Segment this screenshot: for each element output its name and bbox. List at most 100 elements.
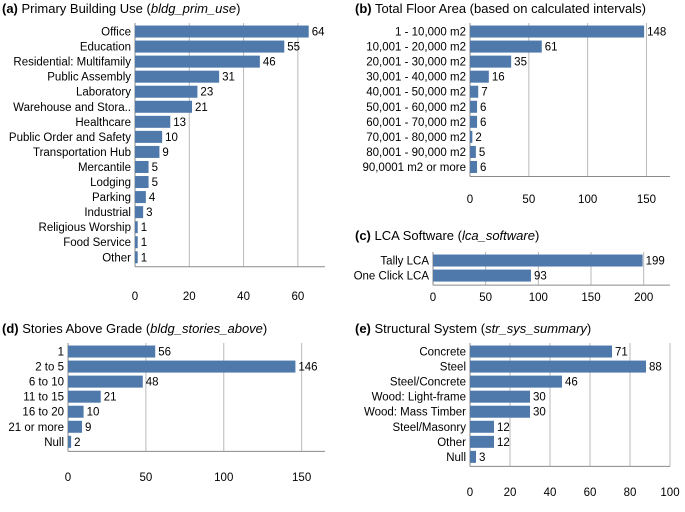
title-text-a: Primary Building Use bbox=[22, 1, 143, 16]
category-label-b-8: 80,001 - 90,000 m2 bbox=[366, 147, 466, 159]
value-label-a-11: 4 bbox=[149, 192, 156, 204]
value-label-b-8: 5 bbox=[479, 147, 485, 159]
title-field-e: str_sys_summary bbox=[485, 321, 588, 336]
category-label-b-7: 70,001 - 80,000 m2 bbox=[366, 132, 466, 144]
x-tick-label-e-3: 60 bbox=[584, 487, 597, 499]
value-label-d-6: 2 bbox=[74, 437, 80, 449]
bar-e-3 bbox=[470, 390, 530, 403]
value-label-a-1: 55 bbox=[287, 42, 300, 54]
title-text-d: Stories Above Grade bbox=[22, 321, 142, 336]
bar-b-4 bbox=[470, 85, 479, 98]
chart-c: (c) LCA Software (lca_software) Tally LCA… bbox=[354, 228, 670, 304]
x-tick-label-b-1: 50 bbox=[522, 194, 535, 206]
bar-a-2 bbox=[135, 55, 260, 68]
category-label-e-4: Wood: Mass Timber bbox=[364, 407, 466, 419]
category-label-b-4: 40,001 - 50,000 m2 bbox=[366, 87, 466, 99]
bar-d-1 bbox=[68, 360, 296, 373]
category-label-b-3: 30,001 - 40,000 m2 bbox=[366, 72, 466, 84]
bar-a-9 bbox=[135, 160, 149, 173]
value-label-a-13: 1 bbox=[141, 222, 147, 234]
value-label-a-6: 13 bbox=[173, 117, 186, 129]
bar-a-13 bbox=[135, 221, 138, 234]
bar-e-6 bbox=[470, 435, 494, 448]
x-tick-label-d-2: 100 bbox=[214, 472, 233, 484]
value-label-b-4: 7 bbox=[481, 87, 487, 99]
bar-e-1 bbox=[470, 360, 646, 373]
x-tick-label-a-1: 20 bbox=[183, 291, 196, 303]
category-label-b-1: 10,001 - 20,000 m2 bbox=[366, 42, 466, 54]
panel-label-c: (c) bbox=[355, 228, 371, 243]
bar-b-7 bbox=[470, 130, 473, 143]
bar-a-8 bbox=[135, 145, 160, 158]
title-field-a: bldg_prim_use bbox=[151, 1, 236, 16]
category-label-a-14: Food Service bbox=[63, 237, 131, 249]
category-label-a-8: Transportation Hub bbox=[33, 147, 131, 159]
x-tick-label-b-2: 100 bbox=[578, 194, 597, 206]
category-label-a-3: Public Assembly bbox=[47, 72, 131, 84]
bar-b-9 bbox=[470, 160, 478, 173]
value-label-a-3: 31 bbox=[222, 72, 235, 84]
category-label-b-0: 1 - 10,000 m2 bbox=[395, 27, 466, 39]
chart-title-c: (c) LCA Software (lca_software) bbox=[355, 228, 539, 243]
x-tick-label-e-2: 40 bbox=[544, 487, 557, 499]
value-label-e-2: 46 bbox=[565, 377, 578, 389]
x-tick-label-c-4: 200 bbox=[634, 292, 653, 304]
bar-e-2 bbox=[470, 375, 562, 388]
x-tick-label-a-2: 40 bbox=[237, 291, 250, 303]
value-label-d-5: 9 bbox=[85, 422, 91, 434]
category-label-a-5: Warehouse and Stora.. bbox=[13, 102, 131, 114]
title-text-c: LCA Software bbox=[375, 228, 455, 243]
bar-c-1 bbox=[433, 269, 531, 282]
bar-e-4 bbox=[470, 405, 530, 418]
x-tick-label-c-1: 50 bbox=[479, 292, 492, 304]
category-label-e-3: Wood: Light-frame bbox=[372, 392, 466, 404]
category-label-c-1: One Click LCA bbox=[354, 271, 430, 283]
x-tick-label-e-5: 100 bbox=[660, 487, 679, 499]
chart-title-e: (e) Structural System (str_sys_summary) bbox=[355, 321, 591, 336]
value-label-b-7: 2 bbox=[475, 132, 481, 144]
x-tick-label-b-3: 150 bbox=[637, 194, 656, 206]
value-label-a-14: 1 bbox=[141, 237, 147, 249]
bar-e-5 bbox=[470, 420, 494, 433]
bar-a-6 bbox=[135, 115, 171, 128]
bar-d-4 bbox=[68, 405, 84, 418]
title-text-b: Total Floor Area (based on calculated in… bbox=[375, 1, 646, 16]
bar-d-0 bbox=[68, 345, 156, 358]
x-tick-label-d-3: 150 bbox=[292, 472, 311, 484]
value-label-d-4: 10 bbox=[87, 407, 100, 419]
bar-b-3 bbox=[470, 70, 489, 83]
value-label-b-0: 148 bbox=[647, 27, 666, 39]
chart-e: (e) Structural System (str_sys_summary) C… bbox=[355, 321, 680, 499]
category-label-e-2: Steel/Concrete bbox=[390, 377, 466, 389]
bar-a-12 bbox=[135, 206, 144, 219]
value-label-a-7: 10 bbox=[165, 132, 178, 144]
value-label-d-2: 48 bbox=[146, 377, 159, 389]
panel-label-d: (d) bbox=[2, 321, 19, 336]
bar-d-6 bbox=[68, 435, 72, 448]
category-label-a-15: Other bbox=[102, 252, 131, 264]
bar-b-6 bbox=[470, 115, 478, 128]
bar-a-1 bbox=[135, 40, 285, 53]
panel-label-a: (a) bbox=[2, 1, 18, 16]
value-label-d-1: 146 bbox=[298, 362, 317, 374]
value-label-e-4: 30 bbox=[533, 407, 546, 419]
x-tick-label-d-1: 50 bbox=[139, 472, 152, 484]
x-tick-label-e-0: 0 bbox=[467, 487, 473, 499]
category-label-e-5: Steel/Masonry bbox=[392, 422, 466, 434]
bar-a-3 bbox=[135, 70, 220, 83]
category-label-c-0: Tally LCA bbox=[380, 256, 429, 268]
value-label-a-4: 23 bbox=[200, 87, 213, 99]
bar-d-5 bbox=[68, 420, 83, 433]
panel-label-b: (b) bbox=[355, 1, 372, 16]
category-label-a-9: Mercantile bbox=[78, 162, 131, 174]
bar-b-0 bbox=[470, 25, 645, 38]
category-label-b-9: 90,0001 m2 or more bbox=[362, 162, 466, 174]
bar-b-1 bbox=[470, 40, 542, 53]
value-label-b-2: 35 bbox=[514, 57, 527, 69]
bar-a-5 bbox=[135, 100, 192, 113]
value-label-b-1: 61 bbox=[545, 42, 558, 54]
value-label-a-0: 64 bbox=[312, 27, 325, 39]
value-label-b-3: 16 bbox=[492, 72, 505, 84]
